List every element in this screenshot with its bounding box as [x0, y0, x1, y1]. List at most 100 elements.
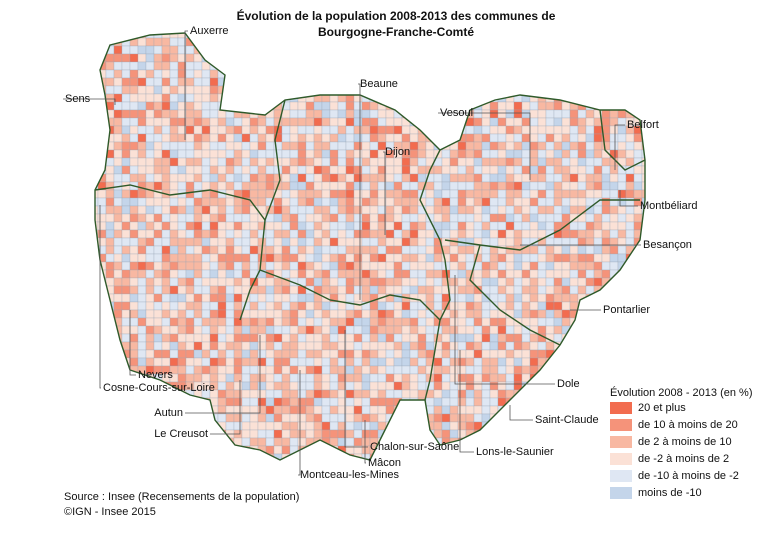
commune-cell — [161, 37, 171, 47]
commune-cell — [361, 405, 371, 415]
commune-cell — [233, 349, 243, 359]
commune-cell — [281, 165, 291, 175]
commune-cell — [377, 285, 387, 295]
commune-cell — [233, 141, 243, 151]
commune-cell — [289, 109, 299, 119]
commune-cell — [193, 85, 203, 95]
commune-cell — [249, 373, 259, 383]
commune-cell — [145, 333, 155, 343]
commune-cell — [602, 462, 610, 470]
commune-cell — [209, 277, 219, 287]
commune-cell — [321, 341, 331, 351]
commune-cell — [209, 309, 219, 319]
commune-cell — [281, 77, 291, 87]
commune-cell — [265, 373, 275, 383]
commune-cell — [569, 389, 579, 399]
commune-cell — [409, 381, 419, 391]
commune-cell — [497, 157, 507, 167]
commune-cell — [313, 69, 323, 79]
commune-cell — [625, 221, 635, 231]
commune-cell — [185, 397, 195, 407]
commune-cell — [329, 237, 339, 247]
commune-cell — [281, 445, 291, 455]
commune-cell — [121, 245, 131, 255]
commune-cell — [585, 33, 595, 39]
commune-cell — [569, 109, 579, 119]
commune-cell — [297, 429, 307, 439]
commune-cell — [417, 165, 427, 175]
commune-cell — [313, 181, 323, 191]
commune-cell — [593, 293, 603, 303]
commune-cell — [257, 421, 267, 431]
commune-cell — [177, 197, 187, 207]
commune-cell — [457, 421, 467, 431]
commune-cell — [305, 213, 315, 223]
commune-cell — [345, 133, 355, 143]
commune-cell — [385, 165, 395, 175]
commune-cell — [601, 165, 611, 175]
commune-cell — [593, 229, 603, 239]
commune-cell — [545, 309, 555, 319]
commune-cell — [353, 37, 363, 47]
commune-cell — [513, 101, 523, 111]
commune-cell — [265, 421, 275, 431]
commune-cell — [433, 301, 443, 311]
commune-cell — [441, 237, 451, 247]
commune-cell — [161, 237, 171, 247]
commune-cell — [273, 149, 283, 159]
commune-cell — [273, 61, 283, 71]
commune-cell — [145, 245, 155, 255]
commune-cell — [265, 397, 275, 407]
commune-cell — [95, 253, 99, 263]
commune-cell — [609, 61, 619, 71]
commune-cell — [393, 301, 403, 311]
commune-cell — [537, 173, 547, 183]
commune-cell — [185, 309, 195, 319]
commune-cell — [497, 341, 507, 351]
commune-cell — [193, 237, 203, 247]
commune-cell — [121, 93, 131, 103]
commune-cell — [369, 157, 379, 167]
commune-cell — [113, 293, 123, 303]
commune-cell — [545, 285, 555, 295]
commune-cell — [313, 365, 323, 375]
commune-cell — [441, 373, 451, 383]
commune-cell — [177, 221, 187, 231]
commune-cell — [137, 141, 147, 151]
commune-cell — [609, 317, 619, 327]
commune-cell — [417, 325, 427, 335]
commune-cell — [169, 149, 179, 159]
commune-cell — [529, 293, 539, 303]
commune-cell — [345, 181, 355, 191]
commune-cell — [497, 205, 507, 215]
commune-cell — [121, 269, 131, 279]
commune-cell — [385, 397, 395, 407]
commune-cell — [513, 349, 523, 359]
commune-cell — [529, 437, 539, 447]
commune-cell — [329, 365, 339, 375]
commune-cell — [193, 453, 203, 460]
commune-cell — [241, 181, 251, 191]
commune-cell — [129, 317, 139, 327]
commune-cell — [441, 333, 451, 343]
commune-cell — [569, 133, 579, 143]
commune-cell — [401, 253, 411, 263]
commune-cell — [417, 157, 427, 167]
commune-cell — [233, 397, 243, 407]
commune-cell — [609, 293, 619, 303]
commune-cell — [170, 462, 178, 470]
commune-cell — [353, 349, 363, 359]
commune-cell — [361, 221, 371, 231]
commune-cell — [281, 229, 291, 239]
commune-cell — [185, 133, 195, 143]
commune-cell — [329, 165, 339, 175]
commune-cell — [625, 33, 635, 39]
commune-cell — [561, 309, 571, 319]
commune-cell — [417, 413, 427, 423]
commune-cell — [95, 45, 99, 55]
commune-cell — [409, 373, 419, 383]
commune-cell — [393, 373, 403, 383]
commune-cell — [193, 101, 203, 111]
commune-cell — [537, 197, 547, 207]
commune-cell — [257, 53, 267, 63]
